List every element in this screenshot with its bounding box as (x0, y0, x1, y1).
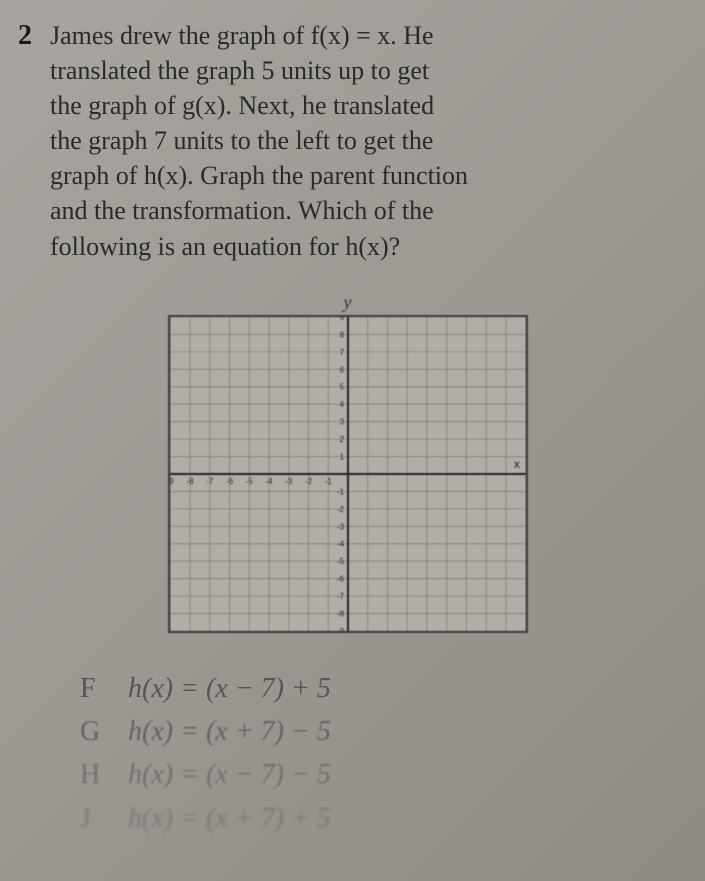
svg-text:-4: -4 (337, 539, 345, 548)
svg-text:-6: -6 (226, 477, 234, 486)
question-line: graph of h(x). Graph the parent function (50, 161, 468, 190)
question-number: 2 (18, 18, 32, 264)
svg-text:2: 2 (339, 435, 343, 444)
svg-text:-1: -1 (337, 487, 344, 496)
svg-text:-7: -7 (206, 477, 213, 486)
question-line: the graph 7 units to the left to get the (50, 126, 433, 155)
question-block: 2 James drew the graph of f(x) = x. He t… (18, 18, 677, 264)
svg-text:-7: -7 (337, 592, 344, 601)
svg-text:-2: -2 (304, 477, 311, 486)
svg-text:x: x (513, 457, 519, 471)
choice-F: F h(x) = (x − 7) + 5 (80, 667, 677, 710)
svg-text:-5: -5 (337, 557, 345, 566)
choice-letter: G (80, 710, 106, 753)
svg-text:-9: -9 (337, 627, 344, 633)
svg-text:7: 7 (339, 348, 343, 357)
choice-J: J h(x) = (x + 7) + 5 (80, 797, 677, 840)
svg-text:-1: -1 (324, 477, 331, 486)
choice-expr: h(x) = (x + 7) − 5 (128, 710, 331, 753)
answer-choices: F h(x) = (x − 7) + 5 G h(x) = (x + 7) − … (80, 667, 677, 841)
choice-letter: J (80, 797, 106, 840)
svg-text:-5: -5 (245, 477, 253, 486)
choice-G: G h(x) = (x + 7) − 5 (80, 710, 677, 753)
coordinate-grid: 1 2 3 4 5 6 7 8 9 -1 -2 -3 -4 -5 -6 -7 -8 -9 -9 -8 -7 -6 -5 -4 -… (168, 315, 528, 633)
y-axis-label: y (168, 292, 528, 313)
choice-expr: h(x) = (x + 7) + 5 (128, 797, 331, 840)
svg-text:4: 4 (339, 400, 344, 409)
svg-text:1: 1 (339, 452, 343, 461)
svg-text:-8: -8 (186, 477, 194, 486)
choice-expr: h(x) = (x − 7) − 5 (128, 753, 331, 796)
choice-expr: h(x) = (x − 7) + 5 (128, 667, 331, 710)
choice-H: H h(x) = (x − 7) − 5 (80, 753, 677, 796)
svg-text:-3: -3 (285, 477, 293, 486)
choice-letter: H (80, 753, 106, 796)
question-line: translated the graph 5 units up to get (50, 56, 429, 85)
graph-container: y 1 2 3 4 5 6 7 8 9 -1 -2 -3 -4 -5 -6 -7 -8 -9 -9 -8 -7 -6 -5 -… (18, 292, 677, 633)
svg-text:-3: -3 (337, 522, 345, 531)
question-line: James drew the graph of f(x) = x. He (50, 21, 434, 50)
question-line: and the transformation. Which of the (50, 196, 434, 225)
choice-letter: F (80, 667, 106, 710)
svg-text:5: 5 (339, 382, 344, 391)
question-line: following is an equation for h(x)? (50, 232, 400, 261)
question-line: the graph of g(x). Next, he translated (50, 91, 434, 120)
svg-text:8: 8 (339, 330, 344, 339)
svg-text:9: 9 (339, 315, 343, 322)
svg-text:-8: -8 (337, 609, 345, 618)
svg-text:-4: -4 (265, 477, 273, 486)
svg-text:6: 6 (339, 365, 344, 374)
question-text: James drew the graph of f(x) = x. He tra… (50, 18, 468, 264)
svg-text:-6: -6 (337, 574, 345, 583)
svg-text:3: 3 (339, 417, 344, 426)
svg-text:-9: -9 (168, 477, 174, 486)
svg-text:-2: -2 (337, 505, 344, 514)
